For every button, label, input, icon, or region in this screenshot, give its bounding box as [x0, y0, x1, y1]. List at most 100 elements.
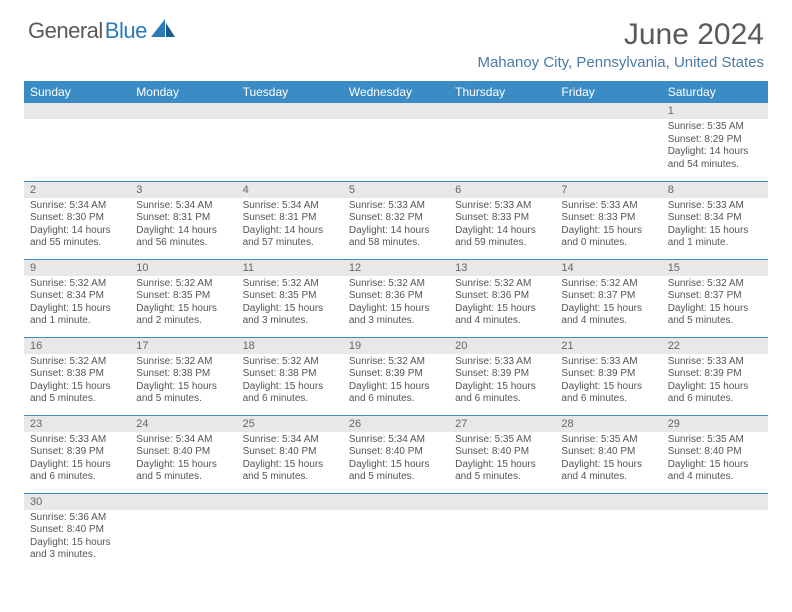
day-number: 21	[555, 338, 661, 354]
calendar-cell	[130, 103, 236, 181]
title-block: June 2024 Mahanoy City, Pennsylvania, Un…	[477, 18, 764, 71]
day-number: 4	[237, 182, 343, 198]
calendar-cell	[24, 103, 130, 181]
calendar-cell: 8Sunrise: 5:33 AMSunset: 8:34 PMDaylight…	[662, 181, 768, 259]
calendar-cell: 9Sunrise: 5:32 AMSunset: 8:34 PMDaylight…	[24, 259, 130, 337]
day-number-empty	[130, 103, 236, 119]
day-header-row: SundayMondayTuesdayWednesdayThursdayFrid…	[24, 81, 768, 103]
day-number-empty	[449, 494, 555, 510]
calendar-cell: 3Sunrise: 5:34 AMSunset: 8:31 PMDaylight…	[130, 181, 236, 259]
calendar-cell: 25Sunrise: 5:34 AMSunset: 8:40 PMDayligh…	[237, 415, 343, 493]
day-header: Friday	[555, 81, 661, 103]
day-details: Sunrise: 5:32 AMSunset: 8:38 PMDaylight:…	[237, 354, 343, 410]
day-number: 17	[130, 338, 236, 354]
month-title: June 2024	[477, 18, 764, 52]
day-header: Sunday	[24, 81, 130, 103]
calendar-cell: 17Sunrise: 5:32 AMSunset: 8:38 PMDayligh…	[130, 337, 236, 415]
calendar-cell: 20Sunrise: 5:33 AMSunset: 8:39 PMDayligh…	[449, 337, 555, 415]
calendar-cell: 2Sunrise: 5:34 AMSunset: 8:30 PMDaylight…	[24, 181, 130, 259]
day-details: Sunrise: 5:34 AMSunset: 8:40 PMDaylight:…	[130, 432, 236, 488]
calendar-cell: 11Sunrise: 5:32 AMSunset: 8:35 PMDayligh…	[237, 259, 343, 337]
day-details: Sunrise: 5:32 AMSunset: 8:39 PMDaylight:…	[343, 354, 449, 410]
calendar-cell: 28Sunrise: 5:35 AMSunset: 8:40 PMDayligh…	[555, 415, 661, 493]
day-details: Sunrise: 5:35 AMSunset: 8:40 PMDaylight:…	[449, 432, 555, 488]
day-details: Sunrise: 5:33 AMSunset: 8:39 PMDaylight:…	[662, 354, 768, 410]
calendar-cell: 24Sunrise: 5:34 AMSunset: 8:40 PMDayligh…	[130, 415, 236, 493]
calendar-week: 30Sunrise: 5:36 AMSunset: 8:40 PMDayligh…	[24, 493, 768, 567]
day-number-empty	[24, 103, 130, 119]
calendar-cell: 16Sunrise: 5:32 AMSunset: 8:38 PMDayligh…	[24, 337, 130, 415]
day-number-empty	[662, 494, 768, 510]
day-details: Sunrise: 5:32 AMSunset: 8:36 PMDaylight:…	[343, 276, 449, 332]
day-number: 22	[662, 338, 768, 354]
calendar-cell: 23Sunrise: 5:33 AMSunset: 8:39 PMDayligh…	[24, 415, 130, 493]
day-number-empty	[449, 103, 555, 119]
day-number: 12	[343, 260, 449, 276]
day-details: Sunrise: 5:32 AMSunset: 8:35 PMDaylight:…	[130, 276, 236, 332]
day-details: Sunrise: 5:32 AMSunset: 8:38 PMDaylight:…	[130, 354, 236, 410]
calendar-cell	[343, 103, 449, 181]
calendar-cell	[449, 103, 555, 181]
day-details: Sunrise: 5:34 AMSunset: 8:31 PMDaylight:…	[130, 198, 236, 254]
day-details: Sunrise: 5:32 AMSunset: 8:34 PMDaylight:…	[24, 276, 130, 332]
day-number: 27	[449, 416, 555, 432]
day-details: Sunrise: 5:33 AMSunset: 8:33 PMDaylight:…	[449, 198, 555, 254]
calendar-week: 1Sunrise: 5:35 AMSunset: 8:29 PMDaylight…	[24, 103, 768, 181]
day-number-empty	[130, 494, 236, 510]
calendar-cell: 30Sunrise: 5:36 AMSunset: 8:40 PMDayligh…	[24, 493, 130, 567]
calendar-cell: 18Sunrise: 5:32 AMSunset: 8:38 PMDayligh…	[237, 337, 343, 415]
day-details: Sunrise: 5:32 AMSunset: 8:37 PMDaylight:…	[555, 276, 661, 332]
sail-icon	[151, 19, 175, 39]
calendar-cell: 19Sunrise: 5:32 AMSunset: 8:39 PMDayligh…	[343, 337, 449, 415]
day-number: 26	[343, 416, 449, 432]
calendar-cell: 10Sunrise: 5:32 AMSunset: 8:35 PMDayligh…	[130, 259, 236, 337]
calendar-cell	[449, 493, 555, 567]
day-number: 30	[24, 494, 130, 510]
day-number: 18	[237, 338, 343, 354]
day-number: 25	[237, 416, 343, 432]
calendar-cell: 29Sunrise: 5:35 AMSunset: 8:40 PMDayligh…	[662, 415, 768, 493]
calendar-table: SundayMondayTuesdayWednesdayThursdayFrid…	[24, 81, 768, 567]
day-details: Sunrise: 5:32 AMSunset: 8:35 PMDaylight:…	[237, 276, 343, 332]
day-number: 15	[662, 260, 768, 276]
day-details: Sunrise: 5:32 AMSunset: 8:36 PMDaylight:…	[449, 276, 555, 332]
day-number: 6	[449, 182, 555, 198]
day-number: 11	[237, 260, 343, 276]
day-number-empty	[343, 494, 449, 510]
day-number: 28	[555, 416, 661, 432]
calendar-cell	[555, 493, 661, 567]
day-number: 14	[555, 260, 661, 276]
calendar-cell: 4Sunrise: 5:34 AMSunset: 8:31 PMDaylight…	[237, 181, 343, 259]
calendar-cell	[662, 493, 768, 567]
calendar-week: 2Sunrise: 5:34 AMSunset: 8:30 PMDaylight…	[24, 181, 768, 259]
day-header: Wednesday	[343, 81, 449, 103]
calendar-cell	[237, 103, 343, 181]
day-details: Sunrise: 5:33 AMSunset: 8:39 PMDaylight:…	[24, 432, 130, 488]
day-details: Sunrise: 5:33 AMSunset: 8:34 PMDaylight:…	[662, 198, 768, 254]
logo-text-general: General	[28, 18, 103, 44]
day-number: 10	[130, 260, 236, 276]
calendar-cell	[343, 493, 449, 567]
logo-text-blue: Blue	[105, 18, 147, 44]
day-number: 9	[24, 260, 130, 276]
calendar-cell	[130, 493, 236, 567]
day-number: 5	[343, 182, 449, 198]
calendar-cell: 13Sunrise: 5:32 AMSunset: 8:36 PMDayligh…	[449, 259, 555, 337]
calendar-cell: 22Sunrise: 5:33 AMSunset: 8:39 PMDayligh…	[662, 337, 768, 415]
calendar-week: 9Sunrise: 5:32 AMSunset: 8:34 PMDaylight…	[24, 259, 768, 337]
day-number-empty	[237, 103, 343, 119]
day-details: Sunrise: 5:36 AMSunset: 8:40 PMDaylight:…	[24, 510, 130, 566]
calendar-cell: 27Sunrise: 5:35 AMSunset: 8:40 PMDayligh…	[449, 415, 555, 493]
calendar-cell: 26Sunrise: 5:34 AMSunset: 8:40 PMDayligh…	[343, 415, 449, 493]
header: GeneralBlue June 2024 Mahanoy City, Penn…	[0, 0, 792, 75]
day-details: Sunrise: 5:35 AMSunset: 8:40 PMDaylight:…	[662, 432, 768, 488]
day-details: Sunrise: 5:34 AMSunset: 8:40 PMDaylight:…	[343, 432, 449, 488]
day-details: Sunrise: 5:35 AMSunset: 8:29 PMDaylight:…	[662, 119, 768, 175]
day-details: Sunrise: 5:34 AMSunset: 8:30 PMDaylight:…	[24, 198, 130, 254]
day-number: 7	[555, 182, 661, 198]
day-header: Monday	[130, 81, 236, 103]
day-header: Saturday	[662, 81, 768, 103]
day-number: 23	[24, 416, 130, 432]
day-details: Sunrise: 5:33 AMSunset: 8:39 PMDaylight:…	[449, 354, 555, 410]
calendar-cell	[237, 493, 343, 567]
